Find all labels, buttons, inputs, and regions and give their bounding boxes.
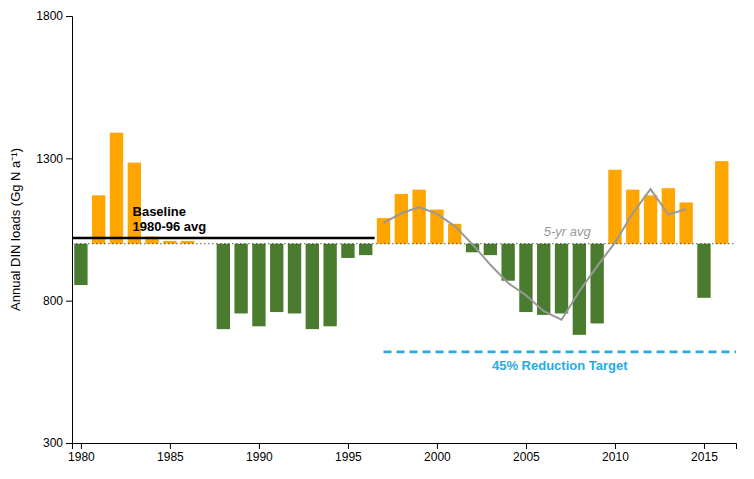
bar: [217, 244, 230, 329]
x-tick-label: 2005: [513, 450, 540, 464]
plot-area: [72, 133, 736, 352]
bar: [270, 244, 283, 312]
x-tick-mark: [170, 443, 171, 449]
y-tick: 1300: [36, 152, 72, 166]
bar: [644, 195, 657, 243]
bar: [252, 244, 265, 327]
y-tick: 1800: [36, 9, 72, 23]
reference-label-line: Baseline: [133, 204, 186, 219]
bar: [395, 194, 408, 244]
x-tick: 2005: [513, 443, 540, 464]
x-tick: 1980: [68, 443, 95, 464]
x-tick-mark: [81, 443, 82, 449]
y-tick-label: 1800: [36, 9, 63, 23]
bar: [181, 241, 194, 244]
x-tick-label: 1990: [246, 450, 273, 464]
x-tick-label: 2000: [424, 450, 451, 464]
bar: [163, 241, 176, 244]
x-tick-label: 2015: [691, 450, 718, 464]
x-axis-line: [73, 444, 737, 450]
reference-label: Baseline1980-96 avg: [133, 204, 207, 234]
x-tick: 2010: [602, 443, 629, 464]
y-axis-line: [66, 17, 73, 444]
x-tick: 1995: [335, 443, 362, 464]
bar: [306, 244, 319, 329]
bar: [74, 244, 87, 285]
bar: [697, 244, 710, 298]
y-tick: 800: [43, 294, 72, 308]
x-axis: 1980 1985 1990 1995 2000 2005 2010 2015: [68, 443, 736, 464]
x-tick-label: 1980: [68, 450, 95, 464]
bar: [679, 202, 692, 243]
y-tick-mark: [66, 443, 72, 444]
bar: [234, 244, 247, 314]
reference-label-line: 1980-96 avg: [133, 219, 207, 234]
y-tick-label: 800: [43, 294, 63, 308]
annotations: Baseline1980-96 avg 45% Reduction Target 5…: [133, 204, 629, 373]
y-tick-mark: [66, 301, 72, 302]
line-label: 5-yr avg: [544, 224, 592, 239]
y-tick-mark: [66, 16, 72, 17]
bar: [484, 244, 497, 255]
y-tick-label: 300: [43, 436, 63, 450]
x-tick-mark: [259, 443, 260, 449]
x-tick: 1990: [246, 443, 273, 464]
bar: [715, 161, 728, 244]
x-tick-mark: [704, 443, 705, 449]
bar: [555, 244, 568, 314]
average-line: [384, 189, 687, 320]
y-axis: 300 800 1300 1800: [36, 9, 72, 450]
chart-container: 1980 1985 1990 1995 2000 2005 2010 2015 300 800 13…: [0, 0, 754, 479]
bar: [288, 244, 301, 314]
bar: [662, 188, 675, 244]
bar: [537, 244, 550, 315]
x-tick-mark: [615, 443, 616, 449]
y-tick: 300: [43, 436, 72, 450]
y-tick-mark: [66, 158, 72, 159]
x-tick: 2000: [424, 443, 451, 464]
bar: [359, 244, 372, 255]
bar: [341, 244, 354, 258]
x-tick-label: 1985: [157, 450, 184, 464]
bar: [626, 190, 639, 244]
bars: [74, 133, 728, 335]
reference-line: [72, 237, 375, 240]
reference-line: [384, 351, 736, 354]
x-tick-mark: [437, 443, 438, 449]
x-tick: 2015: [691, 443, 718, 464]
chart: 1980 1985 1990 1995 2000 2005 2010 2015 300 800 13…: [0, 0, 754, 479]
x-tick-mark: [526, 443, 527, 449]
y-axis-title: Annual DIN loads (Gg N a⁻¹): [8, 148, 23, 311]
x-tick-mark: [348, 443, 349, 449]
x-tick-label: 2010: [602, 450, 629, 464]
reference-label: 45% Reduction Target: [492, 358, 628, 373]
bar: [573, 244, 586, 335]
bar: [110, 133, 123, 244]
bar: [608, 170, 621, 244]
reference-line: [72, 243, 736, 244]
y-tick-label: 1300: [36, 152, 63, 166]
x-tick-label: 1995: [335, 450, 362, 464]
bar: [519, 244, 532, 312]
bar: [501, 244, 514, 281]
x-tick: 1985: [157, 443, 184, 464]
bar: [590, 244, 603, 324]
bar: [323, 244, 336, 327]
bar: [412, 190, 425, 244]
bar: [92, 195, 105, 243]
